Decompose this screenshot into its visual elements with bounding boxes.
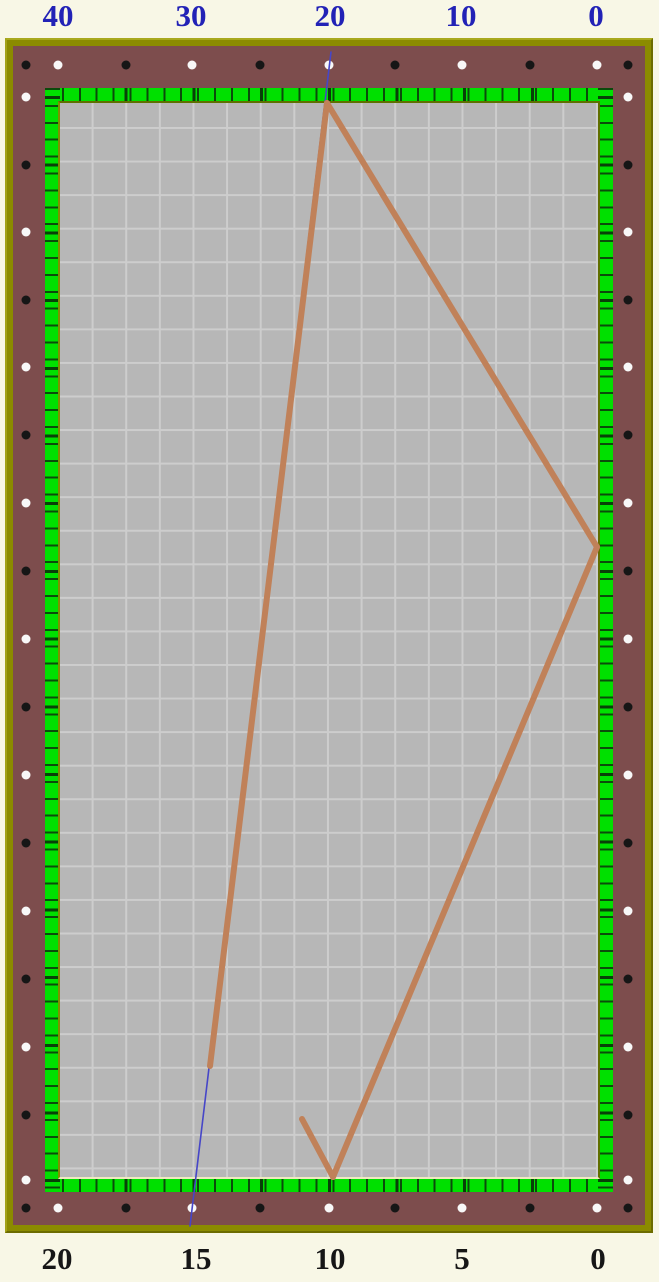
cushion-right [598,88,613,1192]
top-scale-label: 20 [314,0,346,33]
cushion-bottom [45,1177,613,1192]
bottom-scale-label: 10 [314,1241,346,1276]
bottom-scale-label: 0 [590,1241,606,1276]
bottom-scale-label: 5 [454,1241,470,1276]
table-bed[interactable] [58,101,600,1179]
top-scale-label: 30 [175,0,207,33]
bottom-scale-label: 20 [41,1241,73,1276]
top-scale-label: 40 [42,0,74,33]
bottom-scale-label: 15 [180,1241,212,1276]
top-scale-label: 10 [445,0,477,33]
cushion-left [45,88,60,1192]
top-scale-label: 0 [588,0,604,33]
